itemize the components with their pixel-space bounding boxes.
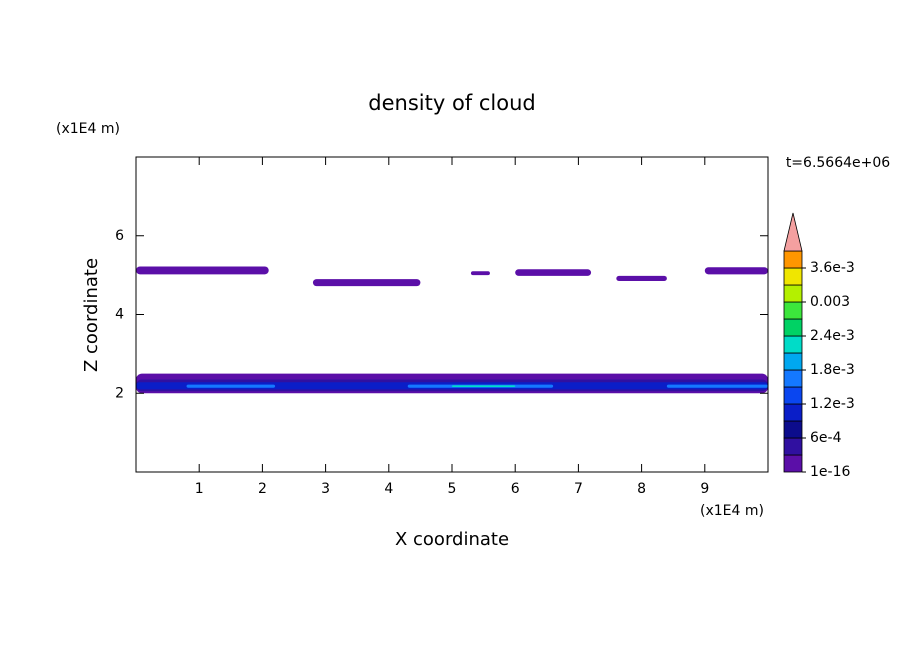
colorbar-tick-label: 2.4e-3 [810, 328, 855, 344]
contour-region [666, 384, 768, 388]
contour-region [136, 266, 269, 275]
colorbar-tick-label: 1e-16 [810, 464, 850, 480]
x-tick-label: 5 [448, 481, 457, 497]
colorbar-box [783, 386, 803, 405]
y-tick-label: 4 [115, 307, 124, 323]
x-tick-label: 7 [574, 481, 583, 497]
colorbar-box [783, 284, 803, 303]
y-axis-label: Z coordinate [81, 258, 102, 372]
x-tick-label: 6 [511, 481, 520, 497]
y-tick-label: 2 [115, 385, 124, 401]
colorbar-tick-label: 1.8e-3 [810, 362, 855, 378]
colorbar-box [783, 250, 803, 269]
contour-region [452, 385, 516, 387]
contour-region [515, 269, 592, 276]
x-unit: (x1E4 m) [700, 503, 764, 519]
contour-region [704, 267, 768, 275]
plot-frame [135, 156, 769, 473]
colorbar-tick-label: 6e-4 [810, 430, 842, 446]
x-tick-label: 4 [384, 481, 393, 497]
colorbar-box [783, 369, 803, 388]
time-label: t=6.5664e+06 [786, 155, 890, 171]
x-axis-label: X coordinate [395, 529, 509, 550]
colorbar-box [783, 420, 803, 439]
colorbar-box [783, 335, 803, 354]
x-tick-label: 9 [700, 481, 709, 497]
x-tick-label: 3 [321, 481, 330, 497]
contour-region [470, 271, 490, 276]
colorbar-box [783, 437, 803, 456]
contour-region [616, 275, 667, 282]
chart-title: density of cloud [368, 91, 535, 115]
colorbar-box [783, 454, 803, 473]
colorbar-extend [783, 212, 803, 252]
colorbar-tick-label: 1.2e-3 [810, 396, 855, 412]
colorbar-box [783, 403, 803, 422]
colorbar-box [783, 267, 803, 286]
contour-region [186, 384, 276, 388]
x-tick-label: 8 [637, 481, 646, 497]
colorbar-box [783, 352, 803, 371]
y-unit: (x1E4 m) [56, 121, 120, 137]
x-tick-label: 2 [258, 481, 267, 497]
colorbar-box [783, 301, 803, 320]
contour-region [312, 279, 421, 287]
x-tick-label: 1 [195, 481, 204, 497]
colorbar-tick-label: 0.003 [810, 294, 850, 310]
colorbar-tick-label: 3.6e-3 [810, 260, 855, 276]
colorbar-box [783, 318, 803, 337]
y-tick-label: 6 [115, 228, 124, 244]
